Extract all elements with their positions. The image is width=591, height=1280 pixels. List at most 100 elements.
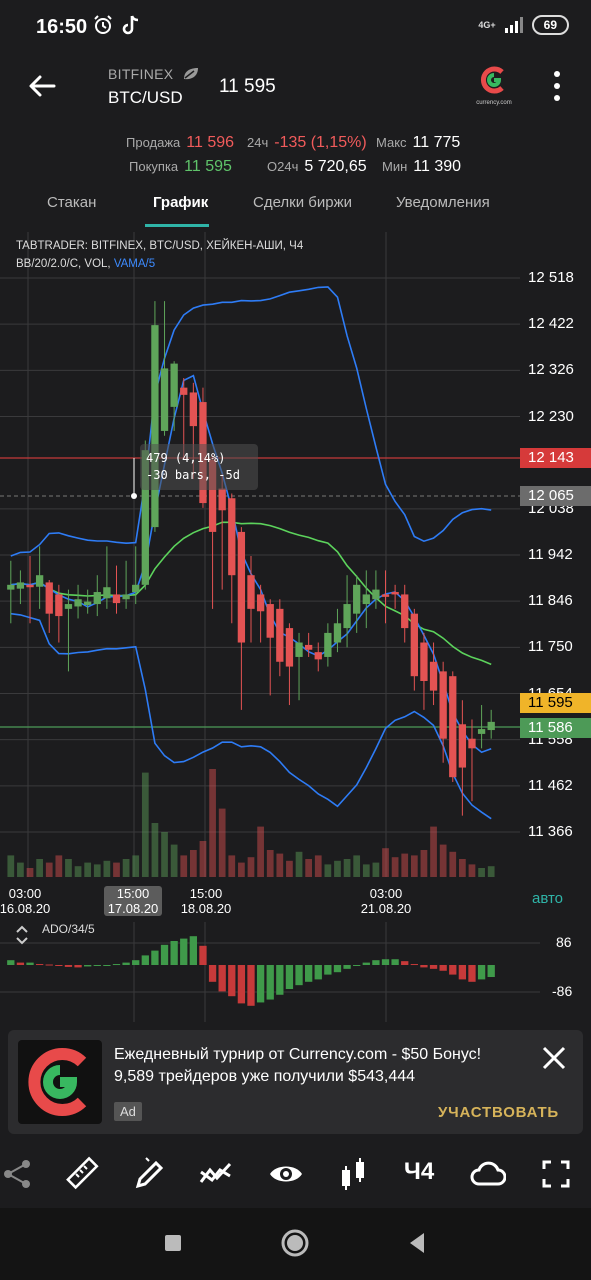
share-icon[interactable] [0,1156,36,1192]
alarm-icon [94,15,112,34]
ado-bar [208,965,217,982]
volume-bar [141,772,149,877]
tab-orderbook[interactable]: Стакан [47,194,97,211]
active-tab-indicator [145,224,209,227]
volume-bar [430,826,437,877]
ado-bar [7,960,15,965]
candle-body [381,594,390,597]
ad-cta-button[interactable]: УЧАСТВОВАТЬ [438,1104,559,1121]
tab-chart[interactable]: График [153,194,209,211]
volume-value: 5 720,65 [304,158,367,175]
ado-bar [420,965,428,968]
y-tick-label: 12 422 [528,315,574,333]
volume-bar [382,848,389,877]
x-tick-1: 03:00 16.08.20 [0,886,65,916]
volume-bar [26,868,34,877]
header-price: 11 595 [219,76,276,97]
x-tick-4-time: 03:00 [369,886,403,901]
brand-logo[interactable]: currency.com [472,66,516,108]
fullscreen-icon[interactable] [538,1156,574,1192]
price-chart[interactable] [0,232,591,1022]
collapse-toggle-icon[interactable] [14,924,30,946]
close-icon[interactable] [540,1044,568,1072]
candle-body [372,589,380,600]
x-tick-2-date: 17.08.20 [107,901,159,916]
volume-bar [199,841,207,877]
tab-notifications[interactable]: Уведомления [396,194,490,211]
ad-text: Ежедневный турнир от Currency.com - $50 … [114,1046,482,1085]
ado-bar [237,965,246,1004]
volume-bar [151,823,159,877]
volume-bar [459,859,466,877]
ado-bar [343,965,351,969]
candle-body [477,729,486,734]
candle-body [314,652,322,660]
candle-body [180,387,188,395]
pair-name[interactable]: BTC/USD [108,88,183,107]
x-tick-1-date: 16.08.20 [0,901,51,916]
volume-bar [103,860,111,877]
status-time: 16:50 [36,16,88,38]
indicator-icon[interactable] [198,1156,234,1192]
volume-bar [74,866,82,877]
ado-bar [84,965,92,967]
ad-banner[interactable]: Ежедневный турнир от Currency.com - $50 … [8,1030,583,1134]
timeframe-selector[interactable]: Ч4 [404,1158,435,1185]
recents-icon[interactable] [158,1228,188,1258]
volume-bar [276,853,284,877]
ado-bar [487,965,495,977]
candles-icon[interactable] [336,1156,372,1192]
volume-stat: О24ч 5 720,65 [267,158,367,176]
candle-body [256,594,265,612]
home-icon[interactable] [280,1228,310,1258]
more-vert-icon[interactable] [548,68,566,104]
ado-bar [132,960,140,965]
ado-bar [304,965,313,982]
volume-bar [170,844,178,877]
tab-trades[interactable]: Сделки биржи [253,194,353,211]
max-stat: Макс 11 775 [376,134,460,152]
currency-ad-icon [28,1048,87,1116]
pencil-icon[interactable] [132,1156,168,1192]
candle-body [7,584,15,590]
volume-bar [189,850,197,877]
volume-bar [468,864,476,877]
volume-bar [122,859,130,877]
measure-point [131,493,137,499]
candle-body [74,599,82,607]
candle-body [429,661,438,691]
candle-body [151,325,159,528]
cloud-icon[interactable] [470,1156,506,1192]
ado-indicator-label: ADO/34/5 [42,922,95,936]
x-tick-1-time: 03:00 [8,886,42,901]
candle-body [285,628,294,667]
candle-body [55,594,63,617]
candle-body [449,676,457,778]
x-tick-3-time: 15:00 [189,886,223,901]
chart-area[interactable]: TABTRADER: BITFINEX, BTC/USD, ХЕЙКЕН-АШИ… [0,232,591,1022]
sell-value: 11 596 [186,134,235,151]
volume-bar [391,857,399,877]
y-tick-label: 12 230 [528,407,574,425]
candle-body [35,575,44,587]
ado-bar [439,965,447,971]
ado-tick-bottom: -86 [552,983,573,999]
volume-bar [334,860,341,877]
candle-body [468,738,476,749]
currency-logo-icon [481,66,504,94]
volume-bar [295,851,303,877]
back-arrow-icon[interactable] [26,70,58,102]
candle-body [391,592,399,595]
chart-indicators: BB/20/2.0/C, VOL, VAMA/5 [16,258,155,270]
candle-body [362,594,370,605]
eye-icon[interactable] [268,1156,304,1192]
back-nav-icon[interactable] [402,1228,432,1258]
x-tick-3-date: 18.08.20 [180,901,232,916]
ado-bar [141,955,149,965]
candle-body [439,671,447,739]
ruler-icon[interactable] [64,1156,100,1192]
ado-bar [64,965,73,967]
change-label: 24ч [247,135,269,150]
auto-scale-toggle[interactable]: авто [532,890,564,907]
measure-tooltip: 479 (4,14%) -30 bars, -5d [140,444,258,490]
